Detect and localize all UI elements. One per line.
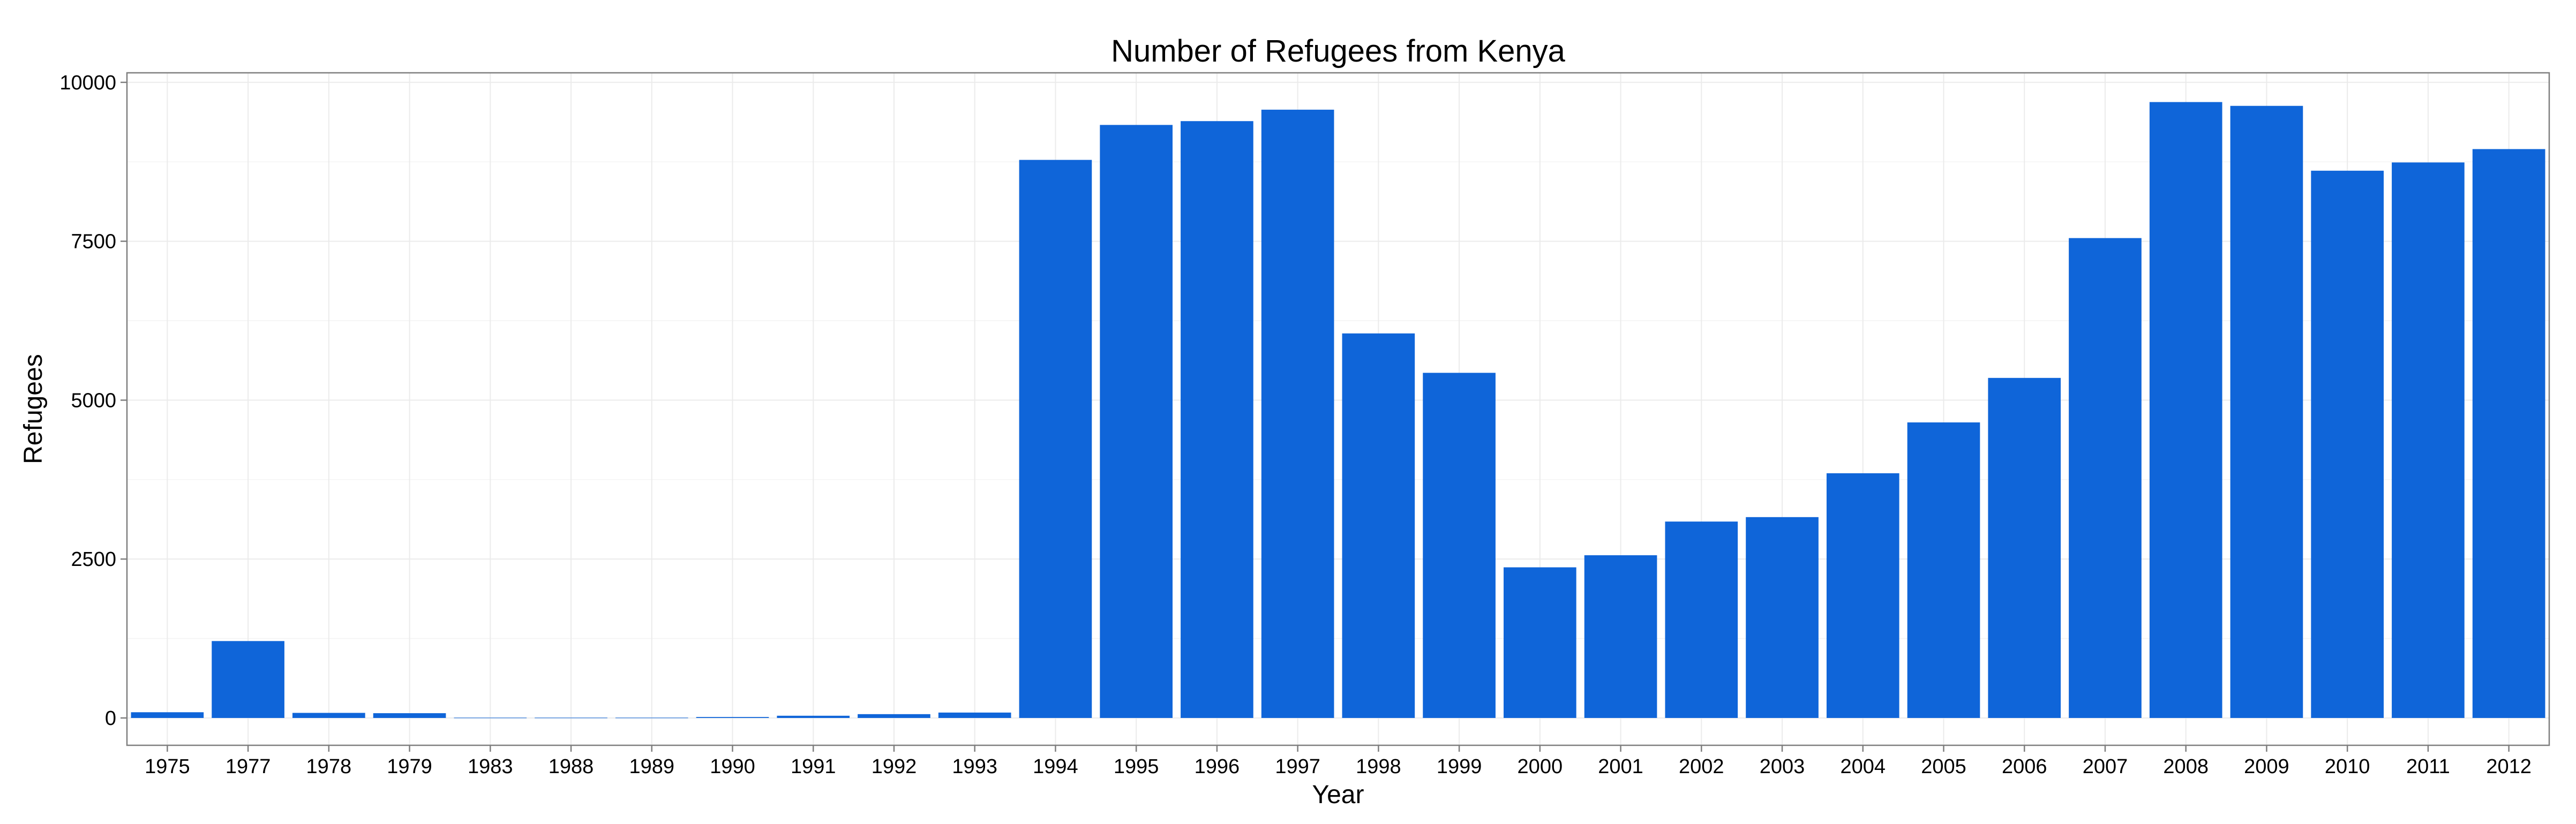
bar-2005 [1907, 422, 1980, 718]
bar-2007 [2069, 238, 2142, 718]
bar-1991 [777, 715, 850, 718]
x-tick-label: 2004 [1840, 755, 1886, 778]
x-tick-label: 2000 [1518, 755, 1563, 778]
bar-1996 [1181, 121, 1253, 718]
bar-1975 [131, 712, 204, 718]
bar-1983 [454, 717, 527, 719]
y-axis-title: Refugees [19, 354, 48, 464]
bar-2010 [2311, 170, 2384, 718]
x-tick-label: 1990 [710, 755, 755, 778]
x-tick-label: 2002 [1679, 755, 1724, 778]
x-tick-label: 1993 [952, 755, 997, 778]
x-tick-label: 2001 [1598, 755, 1643, 778]
x-tick-label: 1977 [226, 755, 271, 778]
x-tick-label: 2003 [1760, 755, 1805, 778]
bars [131, 102, 2545, 719]
y-tick-label: 10000 [59, 72, 116, 94]
bar-2009 [2230, 105, 2303, 718]
y-tick-label: 7500 [71, 231, 116, 253]
bar-1997 [1261, 109, 1334, 718]
bar-1990 [696, 717, 769, 718]
bar-2004 [1826, 473, 1899, 718]
x-tick-label: 2008 [2163, 755, 2209, 778]
bar-2006 [1988, 377, 2061, 718]
x-tick-label: 2011 [2406, 755, 2450, 778]
bar-1993 [938, 712, 1011, 718]
x-axis-ticks: 1975 1977 1978 1979 1983 1988 1989 1990 1991 1992… [145, 745, 2532, 778]
x-tick-label: 1995 [1114, 755, 1159, 778]
x-tick-label: 1992 [872, 755, 917, 778]
x-tick-label: 1989 [629, 755, 674, 778]
y-tick-label: 2500 [71, 548, 116, 571]
bar-1978 [292, 713, 365, 718]
plot-panel [126, 72, 2550, 746]
x-tick-label: 1997 [1275, 755, 1320, 778]
bar-1994 [1019, 160, 1092, 718]
x-tick-label: 1979 [387, 755, 432, 778]
x-tick-label: 1996 [1195, 755, 1240, 778]
bar-2012 [2472, 149, 2545, 718]
bar-1977 [212, 641, 284, 718]
x-tick-label: 2012 [2486, 755, 2532, 778]
x-tick-label: 1988 [549, 755, 594, 778]
y-tick-label: 5000 [71, 389, 116, 412]
bar-2001 [1584, 555, 1657, 718]
bar-2003 [1746, 517, 1819, 718]
x-tick-label: 1975 [145, 755, 190, 778]
bar-1998 [1342, 333, 1415, 718]
bar-1988 [535, 717, 607, 719]
x-tick-label: 1999 [1437, 755, 1482, 778]
bar-1979 [373, 713, 446, 718]
x-tick-label: 2010 [2325, 755, 2370, 778]
bar-1999 [1423, 373, 1496, 718]
x-tick-label: 1991 [791, 755, 836, 778]
x-axis-title: Year [1312, 781, 1364, 809]
x-tick-label: 2005 [1921, 755, 1966, 778]
chart-title: Number of Refugees from Kenya [1111, 34, 1566, 69]
bar-1995 [1100, 125, 1173, 718]
bar-2011 [2392, 162, 2465, 718]
x-tick-label: 2006 [2002, 755, 2047, 778]
y-axis-ticks: 0 2500 5000 7500 10000 [59, 72, 127, 730]
bar-1992 [858, 714, 930, 718]
x-tick-label: 1983 [468, 755, 513, 778]
x-tick-label: 1994 [1033, 755, 1078, 778]
bar-1989 [615, 717, 688, 719]
y-tick-label: 0 [105, 707, 116, 730]
x-tick-label: 2007 [2083, 755, 2128, 778]
bar-2002 [1665, 521, 1738, 718]
bar-2008 [2149, 102, 2222, 718]
x-tick-label: 1978 [306, 755, 352, 778]
x-tick-label: 1998 [1356, 755, 1401, 778]
x-tick-label: 2009 [2244, 755, 2289, 778]
bar-2000 [1504, 567, 1576, 718]
